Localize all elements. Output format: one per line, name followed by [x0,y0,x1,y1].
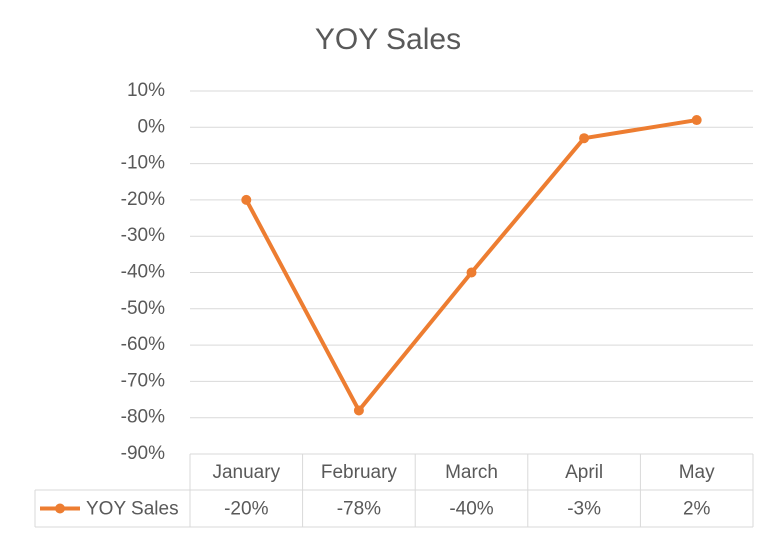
y-tick-label: 0% [138,116,166,137]
legend-label: YOY Sales [86,499,179,520]
marker [466,267,477,278]
table-value: -40% [449,499,493,520]
y-tick-label: -80% [121,407,165,428]
y-tick-label: -10% [121,153,165,174]
table-value: -78% [337,499,381,520]
y-tick-label: -70% [121,370,165,391]
y-tick-label: -40% [121,262,165,283]
marker [579,133,590,144]
x-tick-label: May [679,462,715,483]
table-value: -20% [224,499,268,520]
marker [691,115,702,126]
x-tick-label: March [445,462,498,483]
chart-title: YOY Sales [315,23,461,56]
marker [241,194,252,205]
table-value: -3% [567,499,601,520]
marker [353,405,364,416]
y-tick-label: -30% [121,225,165,246]
y-tick-label: -60% [121,334,165,355]
y-tick-label: -90% [121,443,165,464]
y-tick-label: -50% [121,298,165,319]
x-tick-label: February [321,462,398,483]
y-tick-label: -20% [121,189,165,210]
y-tick-label: 10% [127,80,165,101]
table-value: 2% [683,499,711,520]
x-tick-label: April [565,462,603,483]
legend-marker [55,503,65,514]
x-tick-label: January [212,462,280,483]
